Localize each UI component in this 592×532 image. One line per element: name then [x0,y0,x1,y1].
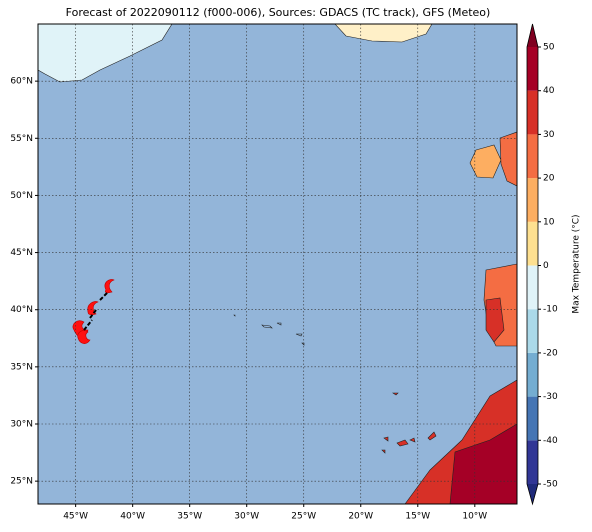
colorbar-band [527,396,538,441]
y-tick-label: 55°N [10,134,33,144]
colorbar-tick-label: 20 [543,174,555,184]
colorbar-label: Max Temperature (°C) [572,214,582,313]
y-tick-label: 35°N [10,362,33,372]
colorbar-tick-label: 40 [543,86,555,96]
colorbar-tick-label: 50 [543,43,555,53]
iceland [334,24,433,43]
colorbar-over [527,24,538,47]
colorbar-tick-label: -20 [543,348,558,358]
x-tick-label: 10°W [462,512,487,522]
land [38,24,517,504]
map-frame [37,23,518,505]
greenland [38,24,173,83]
title: Forecast of 2022090112 (f000-006), Sourc… [66,6,491,19]
x-tick-label: 20°W [348,512,373,522]
tc-track-line [83,291,109,331]
colorbar-band [527,47,538,91]
x-tick-label: 30°W [234,512,259,522]
colorbar-under [527,484,538,504]
colorbar-band [527,90,538,135]
x-tick-label: 45°W [63,512,88,522]
britain [499,131,517,187]
colorbar-band [527,178,538,222]
colorbar-tick-label: -40 [543,436,558,446]
colorbar-tick-label: -30 [543,392,558,402]
colorbar-tick-label: 10 [543,217,555,227]
ireland [469,144,502,179]
colorbar-band [527,221,538,266]
y-tick-label: 60°N [10,77,33,87]
y-tick-label: 50°N [10,191,33,201]
colorbar-band [527,440,538,484]
x-tick-label: 15°W [405,512,430,522]
y-tick-label: 45°N [10,248,33,258]
colorbar-tick-label: 0 [543,261,549,271]
colorbar-band [527,309,538,353]
colorbar-band [527,352,538,397]
colorbar-band [527,265,538,310]
y-tick-label: 25°N [10,477,33,487]
portugal [485,297,505,343]
colorbar-tick-label: -50 [543,480,558,490]
x-tick-label: 40°W [120,512,145,522]
y-tick-label: 40°N [10,305,33,315]
sahara [449,423,517,504]
tc-track [72,279,115,344]
y-tick-label: 30°N [10,420,33,430]
x-tick-label: 25°W [291,512,316,522]
x-tick-label: 35°W [177,512,202,522]
islands-canary [381,392,437,454]
colorbar-tick-label: 30 [543,130,555,140]
colorbar-tick-label: -10 [543,305,558,315]
islands-azores [233,314,305,346]
ocean [38,24,517,504]
colorbar-band [527,134,538,179]
